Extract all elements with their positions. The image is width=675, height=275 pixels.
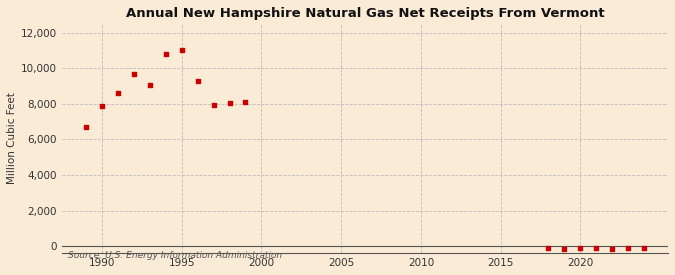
Point — [575, 246, 586, 250]
Point — [639, 246, 649, 250]
Point — [224, 101, 235, 105]
Point — [128, 72, 139, 76]
Point — [161, 52, 171, 56]
Point — [591, 246, 601, 250]
Title: Annual New Hampshire Natural Gas Net Receipts From Vermont: Annual New Hampshire Natural Gas Net Rec… — [126, 7, 604, 20]
Point — [208, 103, 219, 107]
Point — [607, 247, 618, 251]
Y-axis label: Million Cubic Feet: Million Cubic Feet — [7, 93, 17, 185]
Point — [113, 91, 124, 95]
Text: Source: U.S. Energy Information Administration: Source: U.S. Energy Information Administ… — [68, 251, 282, 260]
Point — [97, 103, 107, 108]
Point — [144, 83, 155, 87]
Point — [623, 246, 634, 250]
Point — [559, 247, 570, 251]
Point — [176, 48, 187, 52]
Point — [543, 246, 554, 250]
Point — [240, 100, 251, 104]
Point — [80, 125, 91, 129]
Point — [192, 79, 203, 83]
